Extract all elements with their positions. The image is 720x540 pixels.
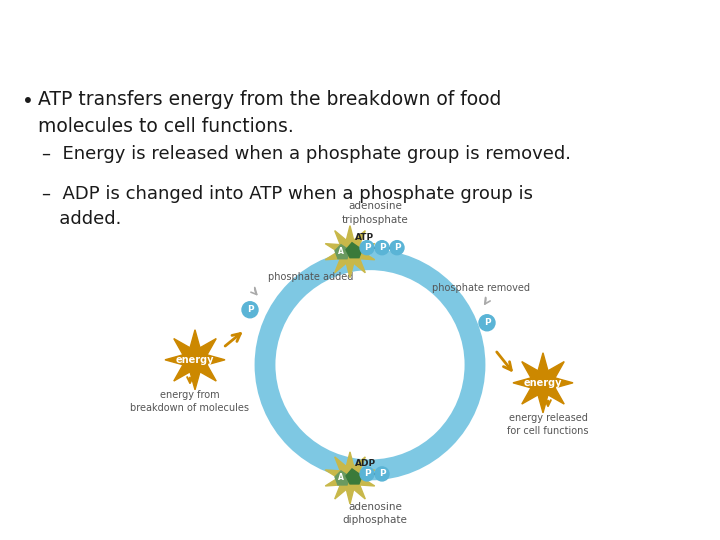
Text: –  Energy is released when a phosphate group is removed.: – Energy is released when a phosphate gr…: [42, 145, 571, 163]
Polygon shape: [513, 353, 573, 413]
Circle shape: [375, 467, 389, 481]
Text: P: P: [364, 469, 370, 478]
Polygon shape: [335, 245, 350, 259]
Text: P: P: [379, 469, 385, 478]
Text: –  ADP is changed into ATP when a phosphate group is
   added.: – ADP is changed into ATP when a phospha…: [42, 185, 533, 228]
Text: energy released
for cell functions: energy released for cell functions: [508, 413, 589, 436]
Text: energy from
breakdown of molecules: energy from breakdown of molecules: [130, 390, 250, 413]
Polygon shape: [325, 226, 374, 278]
Polygon shape: [346, 469, 362, 484]
Text: energy: energy: [523, 378, 562, 388]
Text: 4. 1 Chemical Energy & ATP: 4. 1 Chemical Energy & ATP: [13, 20, 444, 48]
Text: •: •: [22, 91, 34, 111]
Polygon shape: [346, 242, 362, 258]
Text: phosphate removed: phosphate removed: [432, 283, 530, 293]
Circle shape: [479, 315, 495, 331]
Polygon shape: [325, 452, 374, 504]
Circle shape: [375, 241, 389, 255]
Text: phosphate added: phosphate added: [268, 272, 354, 282]
Text: P: P: [247, 305, 253, 314]
Text: P: P: [379, 243, 385, 252]
Text: adenosine
diphosphate: adenosine diphosphate: [343, 502, 408, 525]
Text: P: P: [394, 243, 400, 252]
Text: P: P: [484, 318, 490, 327]
Circle shape: [360, 241, 374, 255]
Text: ATP: ATP: [355, 233, 374, 242]
Circle shape: [242, 302, 258, 318]
Polygon shape: [335, 471, 350, 485]
Circle shape: [390, 241, 404, 255]
Text: P: P: [364, 243, 370, 252]
Polygon shape: [165, 330, 225, 390]
Text: A: A: [338, 247, 344, 256]
Text: energy: energy: [176, 355, 215, 365]
Text: ATP transfers energy from the breakdown of food
molecules to cell functions.: ATP transfers energy from the breakdown …: [38, 90, 501, 136]
Circle shape: [360, 467, 374, 481]
Text: ADP: ADP: [355, 459, 376, 468]
Text: adenosine
triphosphate: adenosine triphosphate: [341, 201, 408, 225]
Text: A: A: [338, 474, 344, 482]
